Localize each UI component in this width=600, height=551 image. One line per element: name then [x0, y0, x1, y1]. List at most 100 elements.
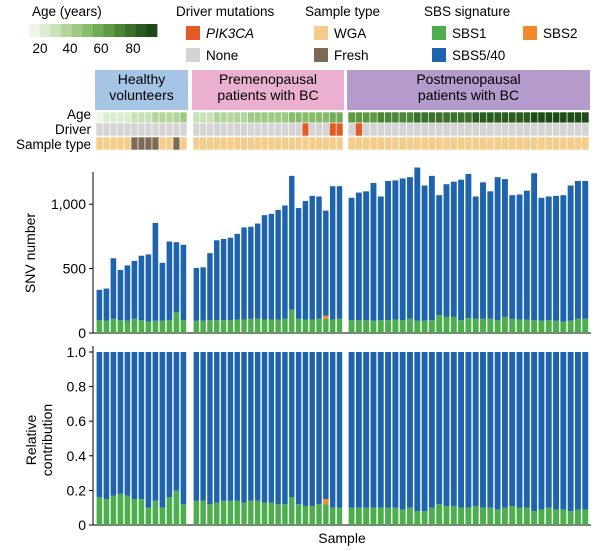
snv-bar-sbs1	[348, 320, 355, 333]
rel-y-tick-label: 0	[78, 517, 86, 533]
rel-bar-sbs1	[355, 507, 362, 525]
snv-bar-sbs1	[545, 320, 552, 333]
sbs2-label: SBS2	[543, 26, 578, 41]
age-track-cell	[486, 111, 495, 124]
age-legend: Age (years) 20 40 60 80	[29, 4, 158, 56]
sample-type-track-cell	[515, 136, 524, 151]
rel-bar-sbs1	[131, 499, 138, 525]
rel-y-tick-label: 0.8	[67, 379, 87, 395]
rel-bar-sbs5-40	[207, 352, 213, 505]
driver-track-cell	[130, 122, 139, 137]
age-track-cell	[240, 111, 248, 124]
driver-track-cell	[566, 122, 575, 137]
driver-track-cell	[172, 122, 181, 137]
snv-bar-sbs1	[302, 319, 309, 333]
age-track-cell	[501, 111, 509, 124]
none-swatch	[186, 48, 200, 62]
rel-bar-sbs1	[516, 507, 523, 525]
driver-track-cell	[199, 122, 207, 137]
sample-type-track-cell	[457, 136, 466, 151]
snv-bar-sbs5-40	[501, 179, 508, 317]
snv-bar-sbs1	[261, 319, 268, 333]
age-tick-label: 80	[125, 41, 140, 56]
age-ramp-step	[71, 24, 83, 37]
driver-track-cell	[486, 122, 495, 137]
age-tick-label: 20	[32, 41, 47, 56]
snv-bar-sbs5-40	[193, 267, 200, 321]
driver-track-cell	[355, 122, 363, 137]
rel-bar-sbs5-40	[282, 352, 288, 505]
sample-type-track-cell	[294, 136, 303, 151]
sample-type-legend: Sample type WGA Fresh	[305, 4, 380, 63]
rel-bar-sbs5-40	[289, 352, 295, 498]
sample-type-track-cell	[522, 136, 531, 151]
driver-track-cell	[158, 122, 167, 137]
sample-type-track-cell	[530, 136, 539, 151]
rel-bar-sbs1	[193, 500, 200, 525]
driver-track-cell	[192, 122, 201, 137]
rel-bar-sbs1	[207, 504, 213, 525]
snv-bar-sbs5-40	[428, 175, 435, 321]
snv-bar-sbs1	[96, 320, 103, 333]
sample-type-track-cell	[254, 136, 262, 151]
age-tick-label: 40	[62, 41, 77, 56]
age-track-cell	[158, 111, 167, 124]
snv-bar-sbs5-40	[329, 186, 336, 320]
sample-type-track-cell	[247, 136, 255, 151]
snv-bars	[96, 167, 589, 333]
group-header-line: Healthy	[118, 71, 165, 87]
rel-bar-sbs1	[110, 495, 117, 525]
snv-bar-sbs1	[385, 320, 392, 333]
driver-track-cell	[95, 122, 104, 137]
snv-bar-sbs1	[282, 318, 288, 333]
age-track-cell	[233, 111, 242, 124]
pik3ca-label: PIK3CA	[206, 26, 254, 41]
rel-bar-sbs5-40	[110, 352, 117, 496]
rel-bar-sbs5-40	[295, 352, 302, 505]
snv-bar-sbs5-40	[450, 181, 457, 317]
snv-bar-sbs5-40	[363, 191, 370, 321]
snv-bar-sbs1	[145, 321, 152, 333]
age-track-cell	[301, 111, 310, 124]
driver-track-cell	[240, 122, 248, 137]
snv-bar-sbs5-40	[309, 195, 315, 320]
driver-track-cell	[537, 122, 546, 137]
rel-bar-sbs5-40	[472, 352, 479, 506]
snv-bar-sbs5-40	[302, 200, 309, 320]
driver-track-cell	[508, 122, 517, 137]
age-track-cell	[123, 111, 132, 124]
rel-bar-sbs5-40	[241, 352, 247, 503]
snv-bar-sbs5-40	[560, 195, 567, 322]
rel-bar-sbs5-40	[553, 352, 559, 510]
snv-bar-sbs5-40	[295, 208, 302, 319]
sample-type-track-cell	[206, 136, 214, 151]
sample-type-track-cell	[486, 136, 495, 151]
sample-type-track-cell	[391, 136, 400, 151]
relative-contribution-chart: 0 0.2 0.4 0.6 0.8 1.0 Relativecontribution Sa…	[23, 344, 591, 546]
snv-bar-sbs1	[465, 318, 472, 333]
driver-track-cell	[544, 122, 553, 137]
rel-bar-sbs1	[472, 505, 479, 525]
sample-type-track-cell	[315, 136, 323, 151]
age-track-cell	[384, 111, 393, 124]
rel-bar-sbs1	[399, 509, 406, 525]
snv-number-chart: 0 500 1,000 SNV number	[22, 167, 591, 341]
age-track-cell	[116, 111, 125, 124]
snv-bar-sbs5-40	[553, 195, 559, 321]
rel-bar-sbs5-40	[436, 352, 443, 505]
snv-bar-sbs1	[567, 320, 574, 333]
rel-bar-sbs1	[370, 507, 377, 525]
sample-type-track-cell	[267, 136, 276, 151]
rel-bar-sbs1	[509, 505, 516, 525]
rel-bar-sbs1	[567, 511, 574, 525]
driver-track-cell	[515, 122, 524, 137]
driver-track-cell	[428, 122, 436, 137]
age-track-cell	[420, 111, 429, 124]
rel-bar-sbs5-40	[560, 352, 567, 510]
snv-bar-sbs5-40	[516, 194, 523, 320]
rel-bar-sbs1	[553, 509, 559, 525]
sbs5-40-label: SBS5/40	[452, 48, 505, 63]
snv-bar-sbs1	[159, 320, 166, 333]
snv-bar-sbs1	[450, 316, 457, 333]
group-header-line: Postmenopausal	[416, 71, 520, 87]
